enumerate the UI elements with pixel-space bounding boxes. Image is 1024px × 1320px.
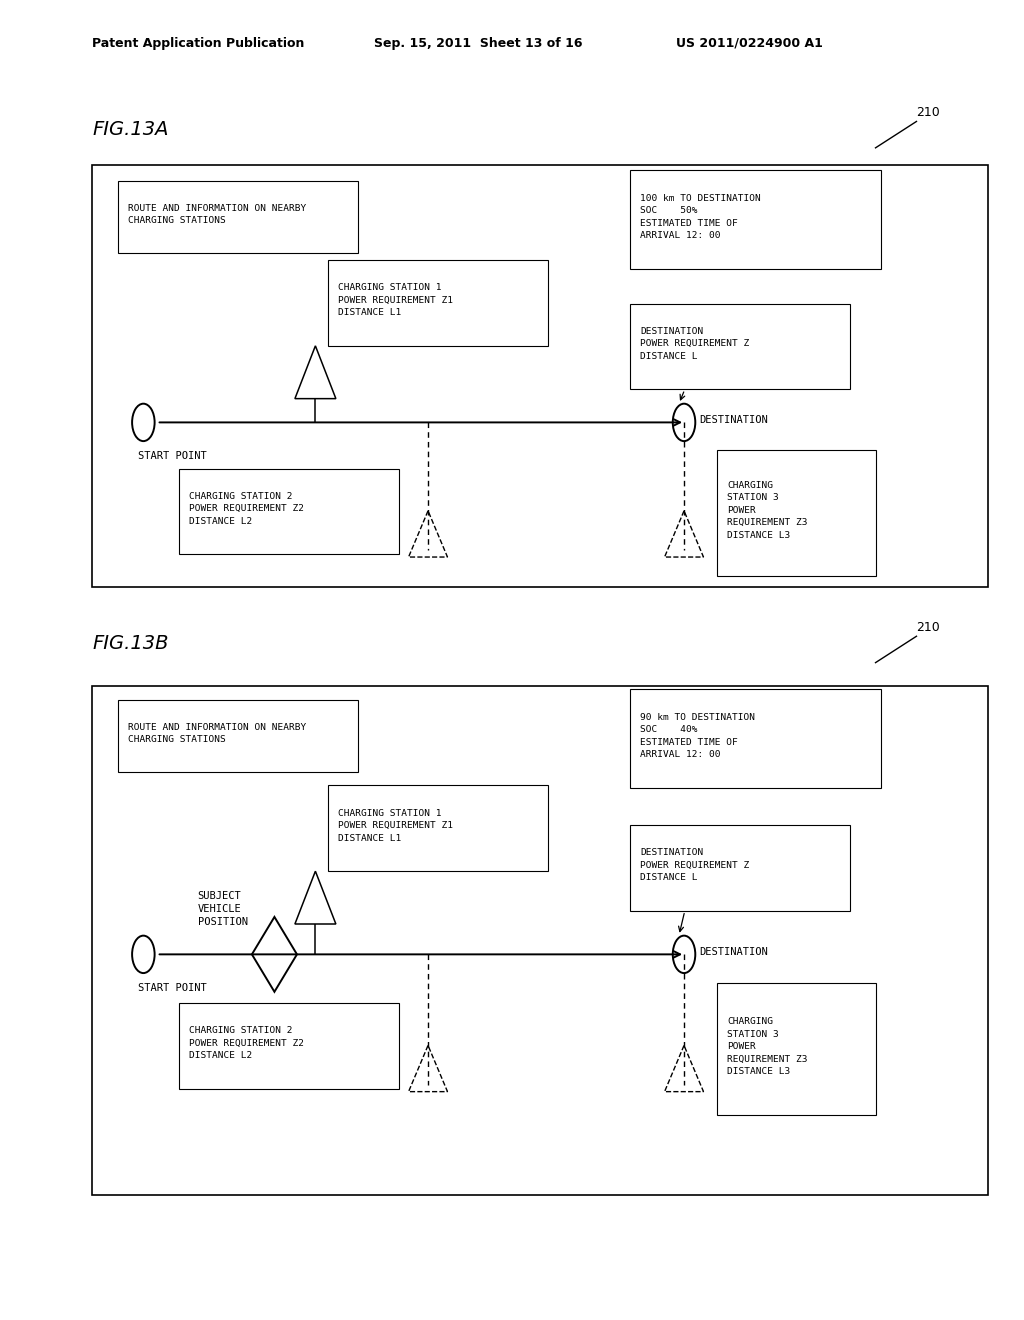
Text: Patent Application Publication: Patent Application Publication bbox=[92, 37, 304, 50]
Bar bbox=[630, 825, 850, 911]
Text: CHARGING STATION 2
POWER REQUIREMENT Z2
DISTANCE L2: CHARGING STATION 2 POWER REQUIREMENT Z2 … bbox=[189, 1027, 304, 1060]
Bar bbox=[630, 304, 850, 389]
Text: ROUTE AND INFORMATION ON NEARBY
CHARGING STATIONS: ROUTE AND INFORMATION ON NEARBY CHARGING… bbox=[128, 722, 306, 744]
Text: DESTINATION: DESTINATION bbox=[699, 414, 768, 425]
Text: 100 km TO DESTINATION
SOC    50%
ESTIMATED TIME OF
ARRIVAL 12: 00: 100 km TO DESTINATION SOC 50% ESTIMATED … bbox=[640, 194, 761, 240]
Bar bbox=[630, 170, 881, 269]
Bar bbox=[118, 700, 358, 772]
Bar bbox=[92, 686, 988, 1195]
Bar bbox=[179, 469, 399, 554]
Text: START POINT: START POINT bbox=[138, 451, 207, 462]
Text: SUBJECT
VEHICLE
POSITION: SUBJECT VEHICLE POSITION bbox=[198, 891, 248, 928]
Text: CHARGING STATION 1
POWER REQUIREMENT Z1
DISTANCE L1: CHARGING STATION 1 POWER REQUIREMENT Z1 … bbox=[338, 809, 453, 842]
Text: CHARGING
STATION 3
POWER
REQUIREMENT Z3
DISTANCE L3: CHARGING STATION 3 POWER REQUIREMENT Z3 … bbox=[727, 1018, 808, 1076]
Text: 210: 210 bbox=[916, 620, 940, 634]
Polygon shape bbox=[295, 346, 336, 399]
Bar bbox=[179, 1003, 399, 1089]
Polygon shape bbox=[295, 871, 336, 924]
Bar bbox=[118, 181, 358, 253]
Bar bbox=[630, 689, 881, 788]
Text: CHARGING STATION 1
POWER REQUIREMENT Z1
DISTANCE L1: CHARGING STATION 1 POWER REQUIREMENT Z1 … bbox=[338, 284, 453, 317]
Text: DESTINATION: DESTINATION bbox=[699, 946, 768, 957]
Text: 90 km TO DESTINATION
SOC    40%
ESTIMATED TIME OF
ARRIVAL 12: 00: 90 km TO DESTINATION SOC 40% ESTIMATED T… bbox=[640, 713, 755, 759]
Bar bbox=[328, 785, 548, 871]
Text: US 2011/0224900 A1: US 2011/0224900 A1 bbox=[676, 37, 822, 50]
Text: START POINT: START POINT bbox=[138, 983, 207, 994]
Text: DESTINATION
POWER REQUIREMENT Z
DISTANCE L: DESTINATION POWER REQUIREMENT Z DISTANCE… bbox=[640, 327, 750, 360]
Text: 210: 210 bbox=[916, 106, 940, 119]
Text: FIG.13A: FIG.13A bbox=[92, 120, 169, 139]
Text: FIG.13B: FIG.13B bbox=[92, 635, 169, 653]
Bar bbox=[717, 983, 876, 1115]
Bar bbox=[92, 165, 988, 587]
Bar bbox=[717, 450, 876, 576]
Text: DESTINATION
POWER REQUIREMENT Z
DISTANCE L: DESTINATION POWER REQUIREMENT Z DISTANCE… bbox=[640, 849, 750, 882]
Text: ROUTE AND INFORMATION ON NEARBY
CHARGING STATIONS: ROUTE AND INFORMATION ON NEARBY CHARGING… bbox=[128, 203, 306, 226]
Text: Sep. 15, 2011  Sheet 13 of 16: Sep. 15, 2011 Sheet 13 of 16 bbox=[374, 37, 583, 50]
Text: CHARGING STATION 2
POWER REQUIREMENT Z2
DISTANCE L2: CHARGING STATION 2 POWER REQUIREMENT Z2 … bbox=[189, 492, 304, 525]
Text: CHARGING
STATION 3
POWER
REQUIREMENT Z3
DISTANCE L3: CHARGING STATION 3 POWER REQUIREMENT Z3 … bbox=[727, 480, 808, 540]
Bar bbox=[328, 260, 548, 346]
